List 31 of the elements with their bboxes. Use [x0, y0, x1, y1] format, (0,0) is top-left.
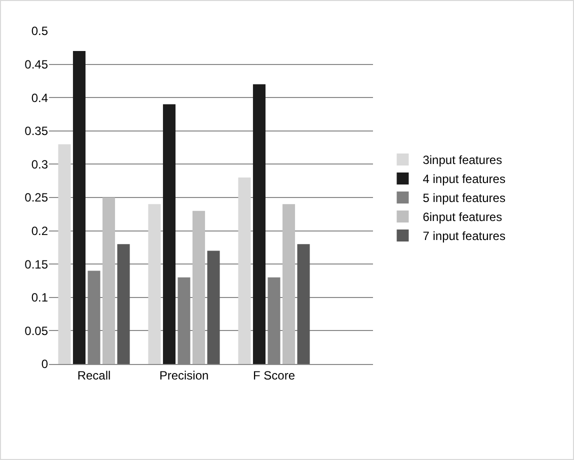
x-tick-label: Recall [77, 368, 111, 382]
y-tick-label: 0.15 [24, 257, 48, 272]
y-tick-label: 0.35 [24, 124, 48, 138]
bar [162, 104, 176, 364]
bar [148, 204, 161, 364]
legend-label: 5 input features [422, 191, 506, 206]
x-tick-label: Precision [159, 368, 209, 382]
bar [192, 210, 206, 364]
bar [282, 204, 296, 364]
y-tick-label: 0.3 [31, 157, 48, 172]
y-tick-label: 0.25 [24, 190, 48, 205]
legend-label: 4 input features [422, 172, 506, 186]
bar [102, 198, 116, 364]
legend-label: 7 input features [422, 229, 506, 244]
y-tick-label: 0.05 [24, 324, 48, 338]
legend-label: 6input features [422, 210, 502, 224]
y-tick-label: 0.4 [31, 90, 48, 105]
y-tick-label: 0.5 [31, 24, 48, 38]
y-tick-label: 0.1 [31, 290, 48, 305]
bar [252, 84, 266, 364]
bar [207, 250, 220, 364]
y-tick-label: 0.45 [24, 58, 48, 72]
bar [297, 244, 310, 364]
y-tick-label: 0 [41, 357, 48, 372]
bar [58, 144, 71, 364]
bar [238, 178, 251, 364]
bar [117, 244, 130, 364]
x-tick-label: F Score [252, 368, 296, 382]
y-tick-label: 0.2 [31, 224, 48, 238]
bar [72, 50, 86, 364]
legend-label: 3input features [422, 153, 502, 168]
